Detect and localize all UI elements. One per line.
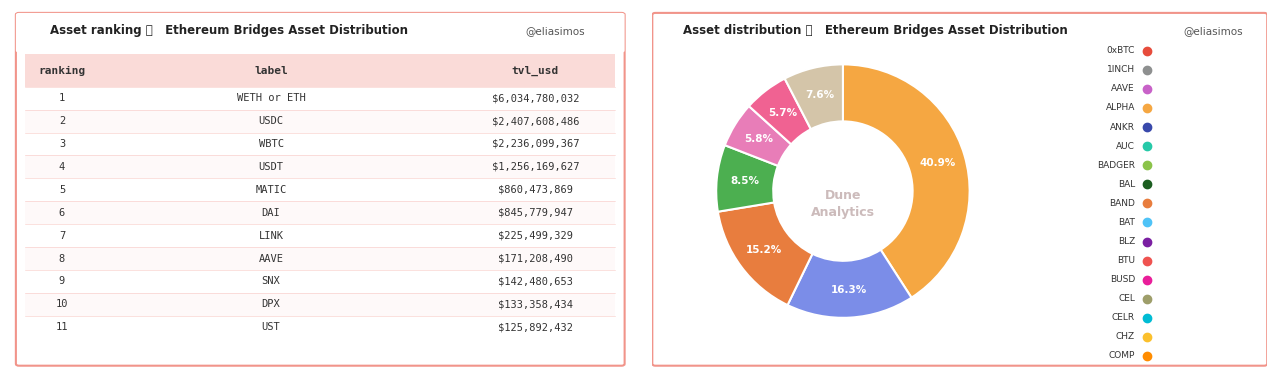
Text: COMP: COMP <box>1108 351 1135 360</box>
Text: USDT: USDT <box>259 162 284 172</box>
Text: 1: 1 <box>59 93 65 103</box>
Text: BADGER: BADGER <box>1097 160 1135 170</box>
Text: $2,407,608,486: $2,407,608,486 <box>492 116 580 126</box>
Text: BLZ: BLZ <box>1117 237 1135 246</box>
Text: $845,779,947: $845,779,947 <box>498 208 573 218</box>
FancyBboxPatch shape <box>15 13 625 366</box>
Text: DAI: DAI <box>261 208 280 218</box>
Text: CEL: CEL <box>1119 294 1135 303</box>
Text: @eliasimos: @eliasimos <box>525 26 585 36</box>
Text: BAND: BAND <box>1110 199 1135 208</box>
FancyBboxPatch shape <box>653 13 1267 366</box>
Text: $171,208,490: $171,208,490 <box>498 254 573 264</box>
Text: 2: 2 <box>59 116 65 126</box>
Text: label: label <box>255 66 288 75</box>
Text: BAT: BAT <box>1119 218 1135 227</box>
Text: WBTC: WBTC <box>259 139 284 149</box>
Text: 9: 9 <box>59 276 65 286</box>
Text: 0xBTC: 0xBTC <box>1107 46 1135 55</box>
Text: ANKR: ANKR <box>1110 123 1135 132</box>
Text: 1INCH: 1INCH <box>1107 65 1135 74</box>
Text: BUSD: BUSD <box>1110 275 1135 284</box>
Text: WETH or ETH: WETH or ETH <box>237 93 306 103</box>
FancyBboxPatch shape <box>26 110 616 132</box>
Text: $6,034,780,032: $6,034,780,032 <box>492 93 580 103</box>
Text: $1,256,169,627: $1,256,169,627 <box>492 162 580 172</box>
Text: LINK: LINK <box>259 231 284 241</box>
FancyBboxPatch shape <box>26 247 616 270</box>
Text: ALPHA: ALPHA <box>1106 104 1135 112</box>
Text: AAVE: AAVE <box>259 254 284 264</box>
Text: UST: UST <box>261 322 280 332</box>
Text: Asset distribution 🌊   Ethereum Bridges Asset Distribution: Asset distribution 🌊 Ethereum Bridges As… <box>684 24 1068 38</box>
Text: 10: 10 <box>56 299 68 309</box>
Text: CELR: CELR <box>1112 314 1135 322</box>
Text: $225,499,329: $225,499,329 <box>498 231 573 241</box>
Text: $2,236,099,367: $2,236,099,367 <box>492 139 580 149</box>
Text: BTU: BTU <box>1117 256 1135 265</box>
Text: USDC: USDC <box>259 116 284 126</box>
Text: ranking: ranking <box>38 66 86 75</box>
Text: 3: 3 <box>59 139 65 149</box>
FancyBboxPatch shape <box>26 54 616 87</box>
Text: tvl_usd: tvl_usd <box>512 65 559 76</box>
Text: AUC: AUC <box>1116 142 1135 151</box>
FancyBboxPatch shape <box>15 13 625 53</box>
Text: @eliasimos: @eliasimos <box>1183 26 1243 36</box>
Text: 6: 6 <box>59 208 65 218</box>
Text: 4: 4 <box>59 162 65 172</box>
Text: CHZ: CHZ <box>1116 332 1135 341</box>
FancyBboxPatch shape <box>26 155 616 178</box>
FancyBboxPatch shape <box>26 293 616 316</box>
Text: 8: 8 <box>59 254 65 264</box>
Text: $142,480,653: $142,480,653 <box>498 276 573 286</box>
Text: AAVE: AAVE <box>1111 84 1135 93</box>
Text: 11: 11 <box>56 322 68 332</box>
Text: $860,473,869: $860,473,869 <box>498 185 573 195</box>
Text: MATIC: MATIC <box>256 185 287 195</box>
Text: DPX: DPX <box>261 299 280 309</box>
FancyBboxPatch shape <box>26 201 616 224</box>
Text: $133,358,434: $133,358,434 <box>498 299 573 309</box>
Text: BAL: BAL <box>1117 180 1135 189</box>
Text: Asset ranking 🏆   Ethereum Bridges Asset Distribution: Asset ranking 🏆 Ethereum Bridges Asset D… <box>50 24 408 38</box>
Text: $125,892,432: $125,892,432 <box>498 322 573 332</box>
Text: 5: 5 <box>59 185 65 195</box>
Text: 7: 7 <box>59 231 65 241</box>
Text: SNX: SNX <box>261 276 280 286</box>
